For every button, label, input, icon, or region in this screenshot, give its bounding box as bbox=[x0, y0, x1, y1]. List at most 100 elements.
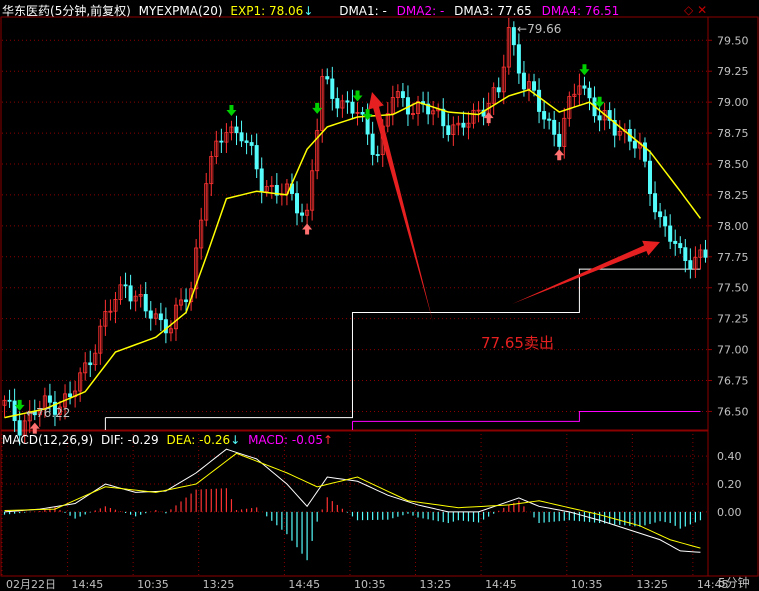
candle-body bbox=[143, 294, 148, 312]
candle-body bbox=[7, 399, 12, 402]
price-header: 华东医药(5分钟,前复权) MYEXPMA(20) EXP1: 78.06↓ D… bbox=[2, 4, 619, 18]
y-tick-label: 78.50 bbox=[717, 158, 749, 171]
candle-body bbox=[607, 110, 612, 121]
candle-body bbox=[345, 100, 350, 103]
candle-body bbox=[703, 249, 708, 258]
up-arrow-icon: ↑ bbox=[322, 433, 334, 447]
candle-body bbox=[17, 420, 22, 436]
y-tick-label: 79.50 bbox=[717, 34, 749, 47]
buy-signal-arrow bbox=[14, 399, 25, 411]
candle-body bbox=[249, 142, 254, 146]
low-label-text: 76.22 bbox=[36, 406, 71, 420]
buy-signal-arrow bbox=[362, 109, 373, 121]
dma4-line bbox=[352, 410, 701, 422]
candle-body bbox=[83, 362, 88, 374]
candle-body bbox=[234, 126, 239, 134]
candle-body bbox=[537, 89, 542, 112]
candle-body bbox=[123, 284, 128, 287]
candle-body bbox=[526, 81, 531, 90]
candle-body bbox=[138, 294, 143, 297]
candle-body bbox=[375, 154, 380, 156]
candle-body bbox=[426, 103, 431, 115]
candle-body bbox=[683, 247, 688, 261]
candle-body bbox=[330, 78, 335, 99]
candle-body bbox=[400, 91, 405, 99]
candle-body bbox=[663, 216, 668, 227]
dea-line bbox=[4, 452, 701, 549]
candle-body bbox=[572, 93, 577, 97]
x-tick-label: 13:25 bbox=[203, 578, 235, 591]
candle-body bbox=[451, 124, 456, 136]
x-tick-label: 14:45 bbox=[72, 578, 104, 591]
window-controls[interactable]: ◇ ✕ bbox=[684, 3, 707, 17]
candle-body bbox=[506, 27, 511, 68]
candle-body bbox=[532, 81, 537, 91]
candle-body bbox=[209, 156, 214, 185]
candle-body bbox=[658, 211, 663, 218]
dma1-value: DMA1: - bbox=[339, 4, 387, 18]
sell-note: 77.65卖出 bbox=[481, 334, 554, 352]
buy-signal-arrow bbox=[579, 64, 590, 76]
candle-body bbox=[224, 132, 229, 143]
ema-line bbox=[4, 88, 702, 419]
candle-body bbox=[562, 117, 567, 147]
candle-body bbox=[668, 225, 673, 242]
x-tick-label: 14:45 bbox=[485, 578, 517, 591]
candle-body bbox=[456, 122, 461, 126]
down-arrow-icon: ↓ bbox=[303, 4, 314, 18]
macd-y-tick-label: 0.20 bbox=[717, 478, 742, 491]
candle-body bbox=[587, 87, 592, 99]
candle-body bbox=[390, 97, 395, 115]
candle-body bbox=[521, 72, 526, 90]
candle-body bbox=[214, 140, 219, 157]
candle-body bbox=[557, 133, 562, 147]
sell-signal-arrow bbox=[483, 112, 494, 124]
y-tick-label: 77.75 bbox=[717, 251, 749, 264]
dif-value: DIF: -0.29 bbox=[100, 433, 159, 447]
candle-body bbox=[320, 76, 325, 131]
candle-body bbox=[446, 125, 451, 136]
macd-name: MACD(12,26,9) bbox=[2, 433, 94, 447]
candle-body bbox=[179, 299, 184, 306]
y-tick-label: 78.25 bbox=[717, 189, 749, 202]
candle-body bbox=[274, 184, 279, 196]
candle-body bbox=[259, 168, 264, 192]
buy-signal-arrow bbox=[312, 102, 323, 114]
candle-body bbox=[133, 295, 138, 302]
candle-body bbox=[471, 109, 476, 124]
candle-body bbox=[315, 130, 320, 172]
candle-body bbox=[153, 313, 158, 319]
candle-body bbox=[113, 299, 118, 312]
candle-body bbox=[511, 27, 516, 46]
candle-body bbox=[300, 212, 305, 216]
sell-signal-arrow bbox=[554, 149, 565, 161]
candle-body bbox=[184, 299, 189, 303]
candle-body bbox=[148, 310, 153, 319]
close-icon[interactable]: ✕ bbox=[697, 3, 708, 17]
candle-body bbox=[93, 352, 98, 366]
period-label[interactable]: 5分钟 bbox=[718, 576, 750, 590]
candle-body bbox=[204, 183, 209, 221]
diamond-icon[interactable]: ◇ bbox=[684, 3, 694, 17]
x-tick-label: 02月22日 bbox=[6, 578, 56, 591]
y-tick-label: 78.75 bbox=[717, 127, 749, 140]
dif-line bbox=[4, 448, 701, 553]
candle-body bbox=[37, 408, 42, 416]
candle-body bbox=[47, 395, 52, 403]
dma3-line bbox=[105, 268, 701, 419]
stock-name: 华东医药 bbox=[2, 4, 51, 18]
x-tick-label: 10:35 bbox=[354, 578, 386, 591]
candle-body bbox=[168, 328, 173, 334]
candle-body bbox=[2, 399, 7, 406]
candle-body bbox=[88, 362, 93, 366]
candle-body bbox=[431, 110, 436, 115]
candle-body bbox=[501, 66, 506, 93]
candle-body bbox=[370, 133, 375, 155]
candle-body bbox=[355, 111, 360, 114]
candle-body bbox=[269, 184, 274, 187]
sell-signal-arrow bbox=[302, 223, 313, 235]
candle-body bbox=[108, 310, 113, 313]
low-price-label: ←76.22 bbox=[26, 406, 70, 420]
candle-body bbox=[199, 219, 204, 249]
